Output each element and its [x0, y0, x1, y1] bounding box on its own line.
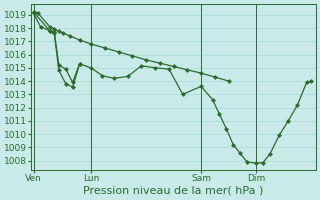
X-axis label: Pression niveau de la mer( hPa ): Pression niveau de la mer( hPa ) [84, 186, 264, 196]
